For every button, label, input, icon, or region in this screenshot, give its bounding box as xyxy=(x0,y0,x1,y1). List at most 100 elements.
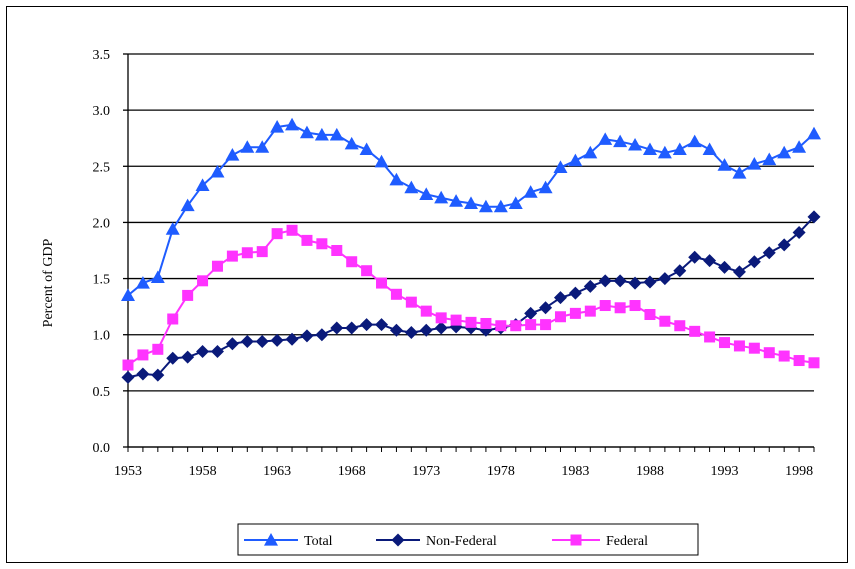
series-line-non-federal xyxy=(127,216,815,379)
data-point-federal xyxy=(614,302,626,314)
data-point-federal xyxy=(167,313,179,325)
data-point-non-federal xyxy=(389,323,403,337)
data-point-total xyxy=(687,134,702,148)
data-point-non-federal xyxy=(300,329,314,343)
y-tick-label: 3.5 xyxy=(93,48,111,63)
data-point-federal xyxy=(495,320,507,332)
x-tick-label: 1958 xyxy=(189,464,217,479)
data-point-total xyxy=(613,134,628,148)
data-point-total xyxy=(135,276,150,289)
data-point-total xyxy=(270,119,285,133)
series-federal xyxy=(122,224,820,371)
data-point-non-federal xyxy=(345,321,359,335)
data-point-non-federal xyxy=(747,255,761,269)
data-point-federal xyxy=(420,305,432,317)
data-point-non-federal xyxy=(330,321,344,335)
data-point-total xyxy=(225,148,240,161)
data-point-non-federal xyxy=(434,321,448,335)
series-group xyxy=(121,117,821,384)
data-point-non-federal xyxy=(568,286,582,300)
data-point-total xyxy=(240,140,255,153)
x-tick-labels: 1953 1958 1963 1968 1973 1978 1983 1988 1993 1998 xyxy=(114,464,813,479)
y-tick-label: 0.5 xyxy=(93,385,111,400)
x-tick-label: 1993 xyxy=(711,464,739,479)
y-tick-labels: 0.0 0.5 1.0 1.5 2.0 2.5 3.0 3.5 xyxy=(93,48,111,456)
data-point-total xyxy=(210,164,225,178)
legend-box xyxy=(237,523,699,556)
data-point-federal xyxy=(286,224,298,236)
data-point-non-federal xyxy=(166,351,180,365)
data-point-total xyxy=(523,185,538,198)
data-point-non-federal xyxy=(255,334,269,348)
data-point-federal xyxy=(331,245,343,256)
data-point-federal xyxy=(465,316,477,328)
data-point-federal xyxy=(778,350,790,362)
data-point-non-federal xyxy=(121,370,135,384)
data-point-non-federal xyxy=(285,332,299,346)
data-point-federal xyxy=(301,234,313,246)
data-point-non-federal xyxy=(553,291,567,305)
data-point-total xyxy=(538,180,553,194)
legend-marker-non-federal xyxy=(391,533,405,547)
data-point-federal xyxy=(510,320,522,332)
x-tick-label: 1973 xyxy=(412,464,440,479)
data-point-non-federal xyxy=(777,238,791,252)
data-point-total xyxy=(180,198,195,212)
data-point-federal xyxy=(137,349,149,361)
data-point-total xyxy=(195,178,210,191)
data-point-federal xyxy=(599,300,611,312)
data-point-non-federal xyxy=(643,275,657,289)
data-point-non-federal xyxy=(225,337,239,351)
data-point-total xyxy=(449,194,464,207)
data-point-total xyxy=(583,145,598,159)
data-point-federal xyxy=(554,311,566,323)
legend-label-federal: Federal xyxy=(606,534,648,549)
data-point-total xyxy=(314,127,329,141)
data-point-non-federal xyxy=(539,301,553,315)
data-point-federal xyxy=(629,300,641,312)
data-point-federal xyxy=(346,256,358,268)
data-point-total xyxy=(464,196,478,209)
y-tick-label: 0.0 xyxy=(93,441,111,456)
y-tick-label: 1.5 xyxy=(93,273,111,288)
x-tick-label: 1968 xyxy=(338,464,366,479)
data-point-non-federal xyxy=(703,254,717,268)
data-point-non-federal xyxy=(360,318,374,332)
data-point-non-federal xyxy=(315,328,329,342)
data-point-federal xyxy=(241,247,253,259)
data-point-total xyxy=(374,154,389,168)
data-point-total xyxy=(478,199,493,213)
legend: Total Non-Federal Federal xyxy=(237,523,699,556)
data-point-total xyxy=(508,196,523,209)
data-point-non-federal xyxy=(210,345,224,359)
data-point-total xyxy=(657,145,672,159)
data-point-total xyxy=(329,127,344,141)
data-point-federal xyxy=(480,317,492,329)
data-point-non-federal xyxy=(732,265,746,279)
data-point-total xyxy=(255,140,270,153)
legend-label-total: Total xyxy=(304,534,333,549)
data-point-federal xyxy=(271,228,283,240)
data-point-federal xyxy=(256,246,268,258)
data-point-non-federal xyxy=(807,210,821,224)
data-point-federal xyxy=(644,309,656,321)
data-point-federal xyxy=(584,305,596,317)
data-point-federal xyxy=(361,265,373,277)
data-point-total xyxy=(807,126,821,140)
data-point-total xyxy=(434,190,449,204)
y-tick-label: 3.0 xyxy=(93,104,111,119)
x-tick-label: 1998 xyxy=(785,464,813,479)
data-point-non-federal xyxy=(628,276,642,290)
data-point-total xyxy=(344,136,359,150)
legend-label-non-federal: Non-Federal xyxy=(426,534,497,549)
legend-entry-federal: Federal xyxy=(552,534,648,549)
legend-entry-total: Total xyxy=(244,533,333,549)
data-point-federal xyxy=(704,331,716,343)
data-point-non-federal xyxy=(658,272,672,286)
data-point-total xyxy=(717,158,732,171)
data-point-federal xyxy=(152,343,164,355)
data-point-total xyxy=(702,142,717,156)
data-point-federal xyxy=(316,238,328,250)
data-point-non-federal xyxy=(598,274,612,288)
